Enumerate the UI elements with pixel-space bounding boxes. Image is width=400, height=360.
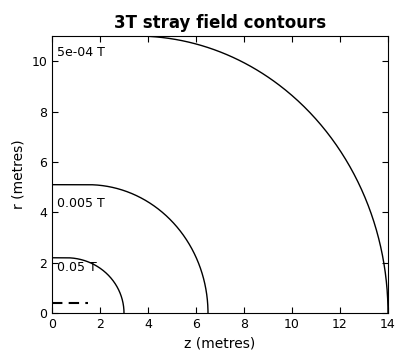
Text: 5e-04 T: 5e-04 T	[57, 46, 105, 59]
Y-axis label: r (metres): r (metres)	[12, 140, 26, 210]
Text: 0.05 T: 0.05 T	[57, 261, 96, 274]
Title: 3T stray field contours: 3T stray field contours	[114, 14, 326, 32]
X-axis label: z (metres): z (metres)	[184, 337, 256, 351]
Text: 0.005 T: 0.005 T	[57, 197, 104, 210]
